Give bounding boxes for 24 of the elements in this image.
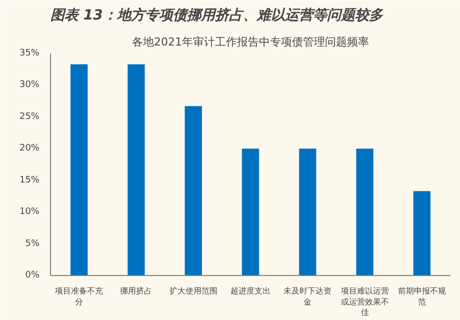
y-tick-label: 30% [19,80,40,90]
bar [299,148,316,276]
x-tick-label: 项目难以运营或运营效果不佳 [340,286,389,318]
bar [184,106,202,276]
chart-title: 图表 13：地方专项债挪用挤占、难以运营等问题较多 [50,6,384,24]
y-tick-label: 5% [25,238,40,249]
y-tick-label: 0% [25,270,40,280]
chart-subtitle: 各地2021年审计工作报告中专项债管理问题频率 [132,36,370,48]
y-tick-label: 35% [19,48,40,58]
y-tick-label: 15% [19,175,40,186]
bar [128,64,145,276]
x-tick-label: 超进度支出 [230,286,270,296]
bar [356,148,374,276]
x-tick-label: 未及时下达资金 [284,286,332,306]
bar [242,148,260,276]
y-tick-label: 10% [19,207,40,218]
x-tick-label: 扩大使用范围 [169,286,218,296]
x-tick-label: 项目准备不充分 [55,286,104,306]
x-tick-label: 挪用挤占 [120,286,152,296]
x-tick-label: 前期申报不规范 [398,286,446,306]
bar [413,191,430,276]
bar [70,64,88,276]
y-tick-label: 20% [19,144,40,154]
y-tick-label: 25% [19,112,40,122]
